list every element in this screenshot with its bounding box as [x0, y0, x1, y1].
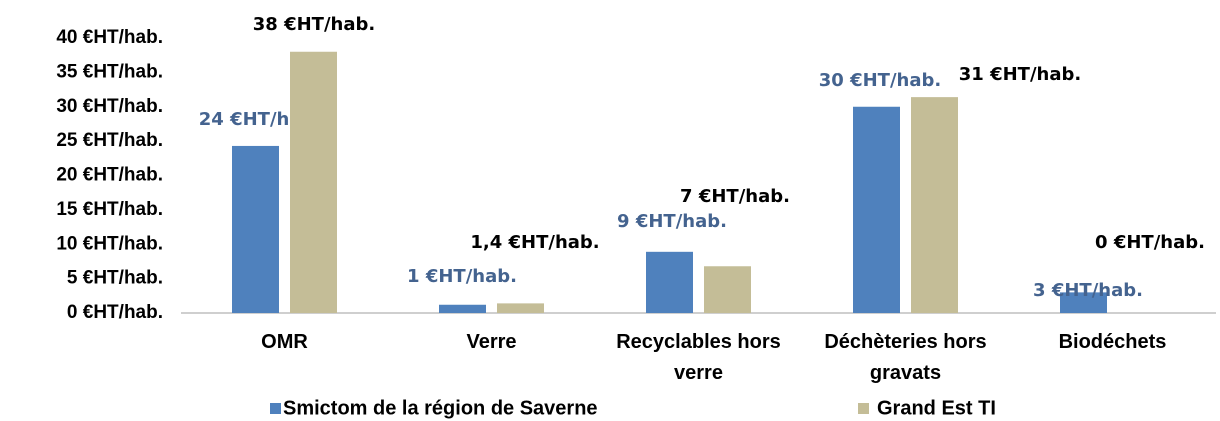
y-tick-label: 30 €HT/hab.	[56, 96, 163, 117]
data-label: 3 €HT/hab.	[1033, 280, 1143, 301]
x-tick-label: OMR	[261, 331, 308, 353]
x-tick-label: Déchèteries hors gravats	[824, 331, 987, 384]
y-tick-label: 10 €HT/hab.	[56, 233, 163, 254]
bar	[232, 145, 279, 313]
y-tick-label: 35 €HT/hab.	[56, 61, 163, 82]
bar	[290, 51, 337, 313]
bar	[646, 251, 693, 313]
legend-swatch	[270, 403, 281, 414]
y-tick-label: 20 €HT/hab.	[56, 165, 163, 186]
data-label: 30 €HT/hab.	[819, 70, 941, 91]
x-tick-label: Recyclables hors verre	[616, 331, 781, 384]
data-label: 38 €HT/hab.	[253, 14, 375, 35]
data-label: 1 €HT/hab.	[407, 266, 517, 287]
legend-label: Smictom de la région de Saverne	[283, 397, 598, 419]
data-label: 9 €HT/hab.	[617, 211, 727, 232]
y-tick-label: 5 €HT/hab.	[67, 268, 163, 289]
bar	[1060, 292, 1107, 313]
y-tick-label: 0 €HT/hab.	[67, 302, 163, 323]
data-label: 1,4 €HT/hab.	[470, 232, 599, 253]
bar	[497, 303, 544, 313]
bar	[439, 304, 486, 313]
data-label: 7 €HT/hab.	[680, 186, 790, 207]
legend-label: Grand Est TI	[877, 397, 996, 419]
y-tick-label: 25 €HT/hab.	[56, 130, 163, 151]
bar	[911, 97, 958, 313]
data-label: 0 €HT/hab.	[1095, 232, 1205, 253]
bar	[704, 266, 751, 313]
y-tick-label: 40 €HT/hab.	[56, 27, 163, 48]
legend-swatch	[858, 403, 869, 414]
y-tick-label: 15 €HT/hab.	[56, 199, 163, 220]
data-label: 31 €HT/hab.	[959, 64, 1081, 85]
x-tick-label: Verre	[466, 331, 517, 353]
bar	[853, 106, 900, 313]
x-tick-label: Biodéchets	[1058, 331, 1167, 353]
